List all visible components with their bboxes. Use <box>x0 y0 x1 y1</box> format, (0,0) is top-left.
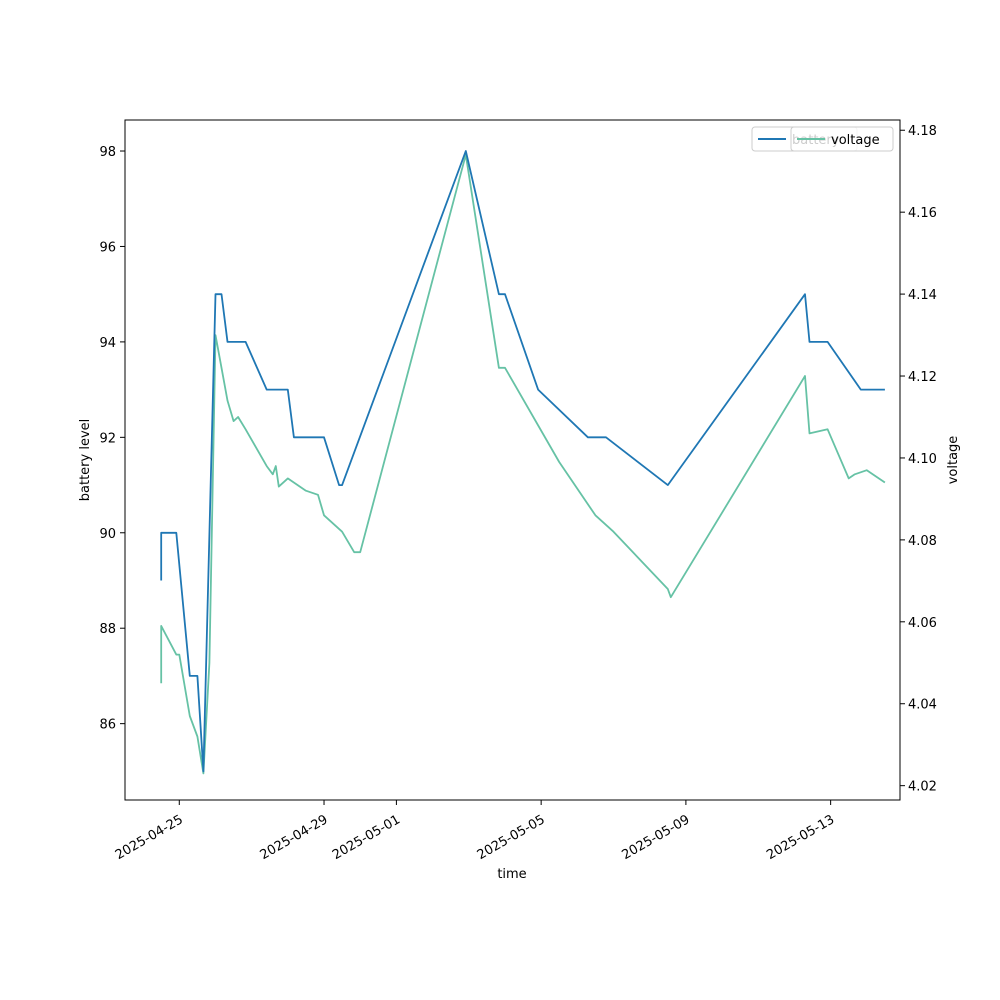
y-right-tick-label: 4.08 <box>908 534 937 549</box>
y-left-tick-label: 92 <box>99 431 116 446</box>
series-layer <box>160 150 886 775</box>
x-axis-title: time <box>497 867 526 882</box>
y-axis-left-title: battery level <box>78 419 93 502</box>
plot-frame <box>124 119 901 801</box>
y-right-tick-label: 4.10 <box>908 452 937 467</box>
legend-box <box>790 126 894 152</box>
y-right-tick-label: 4.06 <box>908 616 937 631</box>
legend-voltage: voltage <box>790 126 894 152</box>
y-right-tick-label: 4.04 <box>908 698 937 713</box>
legend-layer: batteryvoltage <box>751 126 894 152</box>
y-left-tick-label: 98 <box>99 145 116 160</box>
y-left-tick-label: 90 <box>99 527 116 542</box>
legend-label: voltage <box>831 133 880 148</box>
y-left-tick-label: 88 <box>99 622 116 637</box>
y-left-tick-label: 86 <box>99 718 116 733</box>
y-left-tick-label: 96 <box>99 240 116 255</box>
series-line-battery <box>160 150 885 773</box>
y-right-tick-label: 4.14 <box>908 288 937 303</box>
y-right-tick-label: 4.02 <box>908 780 937 795</box>
y-right-tick-label: 4.12 <box>908 370 937 385</box>
y-left-tick-label: 94 <box>99 336 116 351</box>
y-axis-right-title: voltage <box>946 436 961 485</box>
series-line-voltage <box>160 153 886 775</box>
y-right-tick-label: 4.16 <box>908 206 937 221</box>
y-right-tick-label: 4.18 <box>908 124 937 139</box>
